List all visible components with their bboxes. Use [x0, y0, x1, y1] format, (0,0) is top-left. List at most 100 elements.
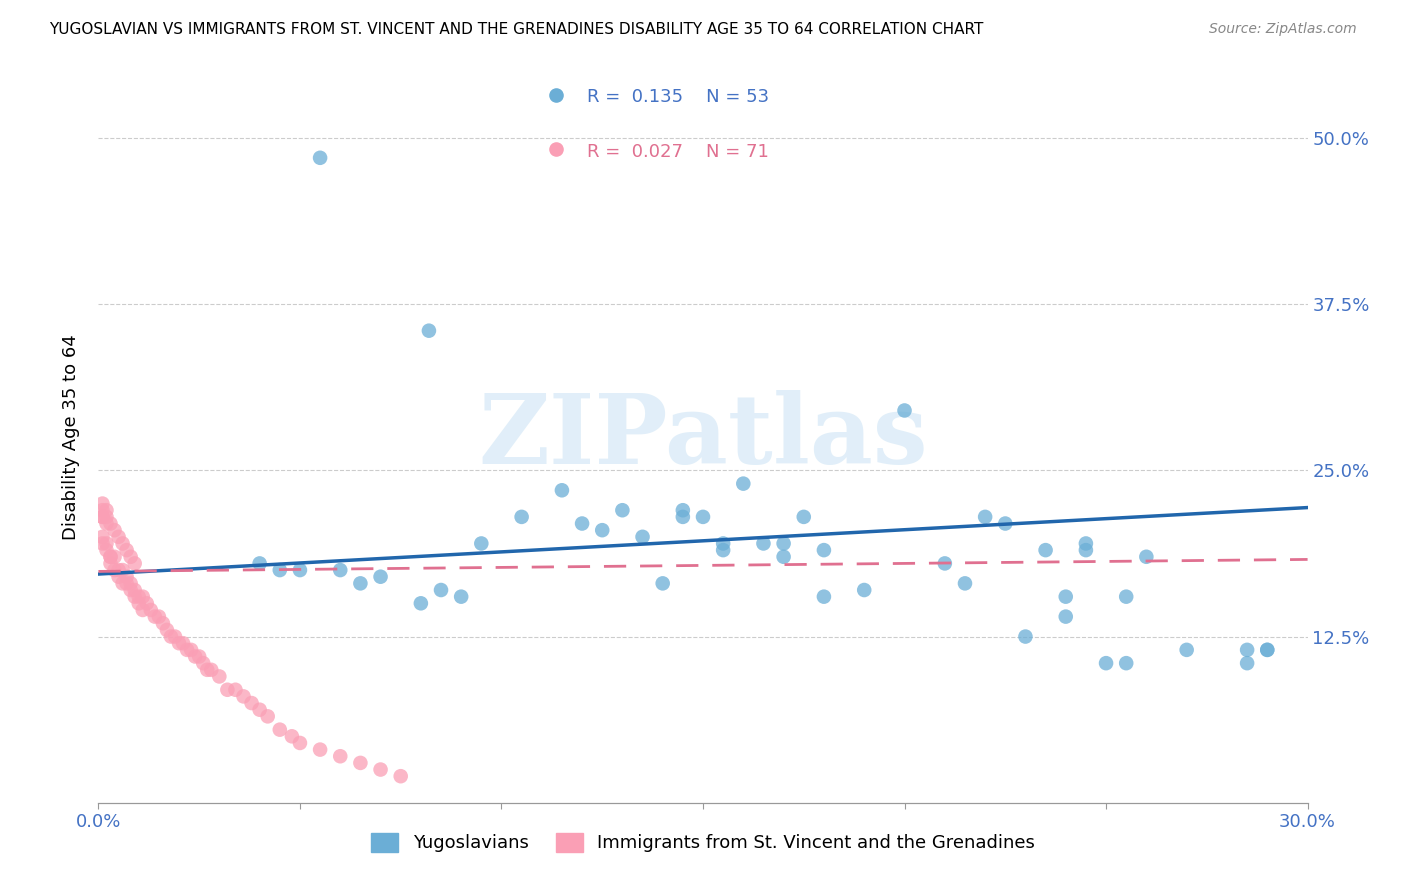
Point [103, 563, 125, 577]
Point [148, 609, 170, 624]
Point [309, 742, 332, 756]
Point [329, 563, 352, 577]
Point [288, 563, 311, 577]
Point [1054, 609, 1077, 624]
Point [107, 530, 129, 544]
Text: ZIPatlas: ZIPatlas [478, 390, 928, 484]
Point [510, 509, 533, 524]
Point [163, 630, 186, 644]
Point [152, 616, 174, 631]
Point [128, 590, 150, 604]
Point [224, 682, 246, 697]
Point [120, 576, 142, 591]
Point [1256, 643, 1278, 657]
Point [309, 151, 332, 165]
Point [1074, 536, 1097, 550]
Point [139, 603, 162, 617]
Point [100, 516, 122, 531]
Point [160, 630, 183, 644]
Point [103, 523, 125, 537]
Point [974, 509, 997, 524]
Point [418, 324, 440, 338]
Point [115, 576, 138, 591]
Point [370, 570, 392, 584]
Point [124, 590, 146, 604]
Point [124, 557, 146, 571]
Point [91, 503, 114, 517]
Point [111, 563, 134, 577]
Point [692, 509, 714, 524]
Point [571, 516, 593, 531]
Point [1115, 590, 1137, 604]
Point [91, 509, 114, 524]
Point [111, 536, 134, 550]
Point [120, 582, 142, 597]
Point [269, 723, 291, 737]
Legend: Yugoslavians, Immigrants from St. Vincent and the Grenadines: Yugoslavians, Immigrants from St. Vincen… [364, 826, 1042, 860]
Point [672, 503, 695, 517]
Point [96, 509, 118, 524]
Point [96, 543, 118, 558]
Point [195, 663, 218, 677]
Point [544, 87, 567, 102]
Point [1236, 656, 1258, 670]
Point [1115, 656, 1137, 670]
Point [184, 649, 207, 664]
Point [111, 576, 134, 591]
Point [172, 636, 194, 650]
Point [711, 543, 734, 558]
Point [772, 536, 794, 550]
Point [217, 682, 239, 697]
Point [631, 530, 654, 544]
Point [430, 582, 453, 597]
Point [934, 557, 956, 571]
Point [288, 736, 311, 750]
Point [180, 643, 202, 657]
Point [953, 576, 976, 591]
Point [120, 549, 142, 564]
Point [91, 530, 114, 544]
Point [733, 476, 755, 491]
Point [124, 582, 146, 597]
Point [470, 536, 492, 550]
Point [96, 516, 118, 531]
Point [132, 603, 155, 617]
Point [349, 576, 371, 591]
Point [772, 549, 794, 564]
Point [208, 669, 231, 683]
Point [156, 623, 179, 637]
Point [711, 536, 734, 550]
Text: Source: ZipAtlas.com: Source: ZipAtlas.com [1209, 22, 1357, 37]
Point [200, 663, 222, 677]
Point [1175, 643, 1198, 657]
Point [91, 509, 114, 524]
Point [143, 609, 166, 624]
Point [240, 696, 263, 710]
Point [1054, 590, 1077, 604]
Point [544, 142, 567, 157]
Point [612, 503, 634, 517]
Point [752, 536, 775, 550]
Point [329, 749, 352, 764]
Point [176, 643, 198, 657]
Point [188, 649, 211, 664]
Point [281, 729, 304, 743]
Point [853, 582, 876, 597]
Text: YUGOSLAVIAN VS IMMIGRANTS FROM ST. VINCENT AND THE GRENADINES DISABILITY AGE 35 : YUGOSLAVIAN VS IMMIGRANTS FROM ST. VINCE… [49, 22, 984, 37]
Point [249, 703, 271, 717]
Point [193, 656, 215, 670]
Point [1035, 543, 1057, 558]
Point [813, 543, 835, 558]
Text: R =  0.027    N = 71: R = 0.027 N = 71 [586, 143, 769, 161]
Point [409, 596, 432, 610]
Point [1256, 643, 1278, 657]
Point [994, 516, 1017, 531]
Point [128, 596, 150, 610]
Point [450, 590, 472, 604]
Point [256, 709, 278, 723]
Point [591, 523, 613, 537]
Point [551, 483, 574, 498]
Point [167, 636, 190, 650]
Point [232, 690, 254, 704]
Point [132, 590, 155, 604]
